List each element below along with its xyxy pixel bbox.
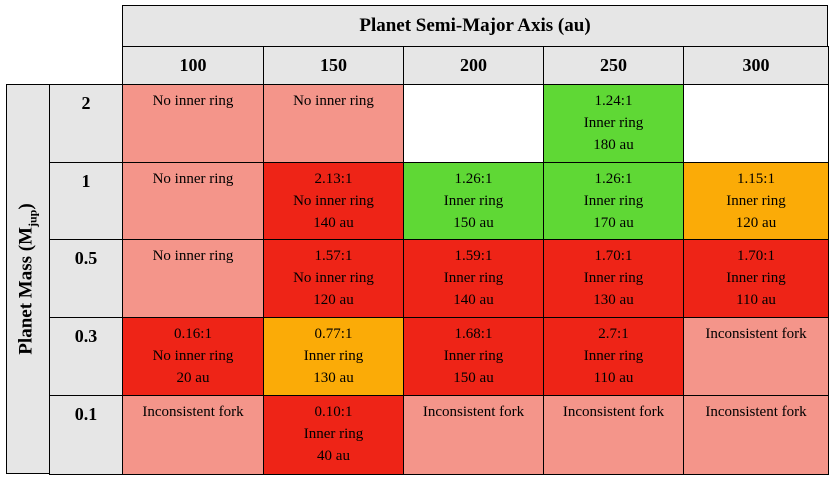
result-cell: No inner ring [122, 239, 264, 318]
result-cell-line: 2.13:1 [314, 171, 353, 187]
result-cell-line: 1.57:1 [314, 248, 353, 264]
result-cell-line: Inner ring [443, 348, 504, 364]
result-cell-line: No inner ring [152, 93, 234, 109]
result-cell-line: 0.77:1 [314, 326, 353, 342]
result-cell-line: No inner ring [152, 248, 234, 264]
result-cell-line: 130 au [313, 370, 354, 386]
result-cell-line: Inconsistent fork [705, 326, 807, 342]
result-cell-line: 1.70:1 [737, 248, 775, 264]
result-cell-line: 150 au [453, 215, 494, 231]
result-cell-line: Inner ring [726, 270, 786, 286]
result-cell-line: 20 au [176, 370, 210, 386]
result-cell: No inner ring [263, 84, 404, 163]
result-cell-line: Inner ring [583, 193, 644, 209]
result-cell-line: 1.59:1 [454, 248, 493, 264]
y-axis-title: Planet Mass (Mjup) [15, 203, 40, 355]
row-header: 2 [49, 84, 123, 163]
result-cell-line: No inner ring [152, 348, 234, 364]
result-cell: 1.68:1 Inner ring 150 au [403, 317, 544, 396]
result-cell [403, 84, 544, 163]
result-cell-line: No inner ring [293, 270, 374, 286]
result-cell: 1.70:1 Inner ring 130 au [543, 239, 684, 318]
result-cell-line: Inner ring [726, 193, 786, 209]
result-cell: No inner ring [122, 84, 264, 163]
row-header: 0.1 [49, 395, 123, 475]
result-cell: 1.57:1 No inner ring 120 au [263, 239, 404, 318]
result-cell-line: Inner ring [303, 348, 364, 364]
result-cell: Inconsistent fork [683, 395, 829, 475]
result-cell-line: Inner ring [583, 348, 644, 364]
result-cell-line: Inner ring [443, 193, 504, 209]
result-cell-line: Inner ring [583, 270, 644, 286]
result-cell: 1.15:1 Inner ring 120 au [683, 162, 829, 240]
result-cell-line: 1.26:1 [594, 171, 633, 187]
result-cell-line: 110 au [593, 370, 634, 386]
result-cell-line: Inconsistent fork [142, 404, 244, 420]
result-cell-line: 2.7:1 [598, 326, 629, 342]
result-cell: 0.77:1 Inner ring 130 au [263, 317, 404, 396]
row-header: 0.5 [49, 239, 123, 318]
result-cell: No inner ring [122, 162, 264, 240]
result-cell [683, 84, 829, 163]
result-cell-line: 140 au [453, 292, 494, 308]
result-cell: 1.70:1 Inner ring 110 au [683, 239, 829, 318]
result-cell-line: Inner ring [583, 115, 644, 131]
column-header: 100 [122, 46, 264, 85]
result-cell-line: 40 au [317, 448, 350, 464]
result-cell-line: 110 au [736, 292, 776, 308]
result-cell-line: 170 au [593, 215, 634, 231]
result-cell-line: No inner ring [293, 193, 374, 209]
y-axis-title-cell: Planet Mass (Mjup) [6, 84, 50, 474]
result-cell-line: 0.10:1 [314, 404, 353, 420]
result-cell-line: No inner ring [293, 93, 374, 109]
result-cell-line: 150 au [453, 370, 494, 386]
result-cell: 1.26:1 Inner ring 150 au [403, 162, 544, 240]
result-cell-line: 120 au [313, 292, 354, 308]
result-cell-line: Inner ring [303, 426, 364, 442]
result-cell: 1.24:1 Inner ring 180 au [543, 84, 684, 163]
result-cell: 0.16:1 No inner ring 20 au [122, 317, 264, 396]
result-cell-line: 1.70:1 [594, 248, 633, 264]
result-cell-line: 120 au [735, 215, 777, 231]
row-header: 1 [49, 162, 123, 240]
column-header: 300 [683, 46, 829, 85]
column-header: 150 [263, 46, 404, 85]
result-cell-line: Inner ring [443, 270, 504, 286]
result-cell-line: 130 au [593, 292, 634, 308]
result-cell-line: 1.15:1 [737, 171, 775, 187]
result-cell-line: 140 au [313, 215, 354, 231]
result-cell-line: 0.16:1 [174, 326, 212, 342]
row-header: 0.3 [49, 317, 123, 396]
result-cell: 1.59:1 Inner ring 140 au [403, 239, 544, 318]
result-cell-line: 1.68:1 [454, 326, 493, 342]
result-cell-line: 180 au [593, 137, 634, 153]
column-header: 200 [403, 46, 544, 85]
result-cell: 2.7:1 Inner ring 110 au [543, 317, 684, 396]
column-header: 250 [543, 46, 684, 85]
result-cell-line: Inconsistent fork [422, 404, 525, 420]
result-cell: 1.26:1 Inner ring 170 au [543, 162, 684, 240]
result-cell-line: 1.24:1 [594, 93, 633, 109]
result-cell: 2.13:1 No inner ring 140 au [263, 162, 404, 240]
x-axis-title: Planet Semi-Major Axis (au) [122, 5, 828, 47]
result-cell-line: Inconsistent fork [562, 404, 665, 420]
result-cell-line: Inconsistent fork [705, 404, 807, 420]
result-cell-line: No inner ring [152, 171, 234, 187]
result-cell: 0.10:1 Inner ring 40 au [263, 395, 404, 475]
result-cell: Inconsistent fork [122, 395, 264, 475]
result-cell: Inconsistent fork [543, 395, 684, 475]
result-cell-line: 1.26:1 [454, 171, 493, 187]
result-cell: Inconsistent fork [403, 395, 544, 475]
result-cell: Inconsistent fork [683, 317, 829, 396]
